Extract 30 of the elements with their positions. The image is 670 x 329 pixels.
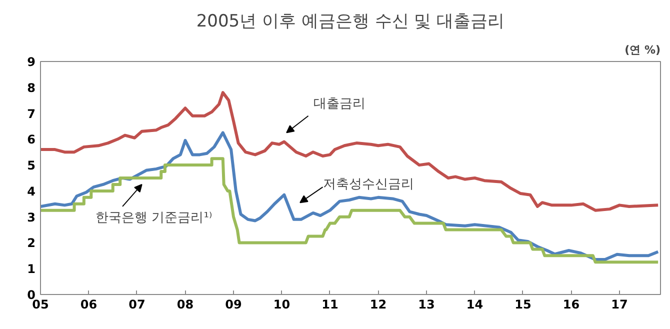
y-tick-label: 7 <box>27 106 36 121</box>
y-tick-label: 8 <box>27 80 36 95</box>
x-tick-label: 07 <box>128 298 146 312</box>
line-series <box>40 131 660 262</box>
x-tick-label: 15 <box>514 298 532 312</box>
x-tick-label: 13 <box>418 298 435 312</box>
line-series <box>40 157 660 264</box>
y-tick-label: 6 <box>27 132 36 147</box>
series-label: 한국은행 기준금리¹⁾ <box>96 210 212 226</box>
y-tick-label: 3 <box>27 210 36 224</box>
series-label: 저축성수신금리 <box>323 176 414 192</box>
y-tick-label: 5 <box>27 158 36 173</box>
text: 대출금리 <box>314 96 366 112</box>
line-series <box>40 91 660 212</box>
x-tick-label: 14 <box>466 298 484 312</box>
x-tick-label: 11 <box>322 298 338 312</box>
x-tick-label: 12 <box>370 298 387 312</box>
y-tick-label: 9 <box>27 55 36 69</box>
x-tick-label: 16 <box>562 298 580 312</box>
x-tick-label: 08 <box>176 298 194 312</box>
x-tick-label: 06 <box>80 298 98 312</box>
text: (연 %) <box>624 44 660 56</box>
chart-title: 2005년 이후 예금은행 수신 및 대출금리 <box>196 12 505 32</box>
x-tick-label: 05 <box>32 298 49 312</box>
x-tick-label: 17 <box>611 298 628 312</box>
x-tick-label: 10 <box>273 298 290 312</box>
y-tick-label: 4 <box>27 184 36 198</box>
x-tick-label: 09 <box>225 298 242 312</box>
y-tick-label: 1 <box>27 262 36 276</box>
y-tick-label: 2 <box>27 236 36 250</box>
